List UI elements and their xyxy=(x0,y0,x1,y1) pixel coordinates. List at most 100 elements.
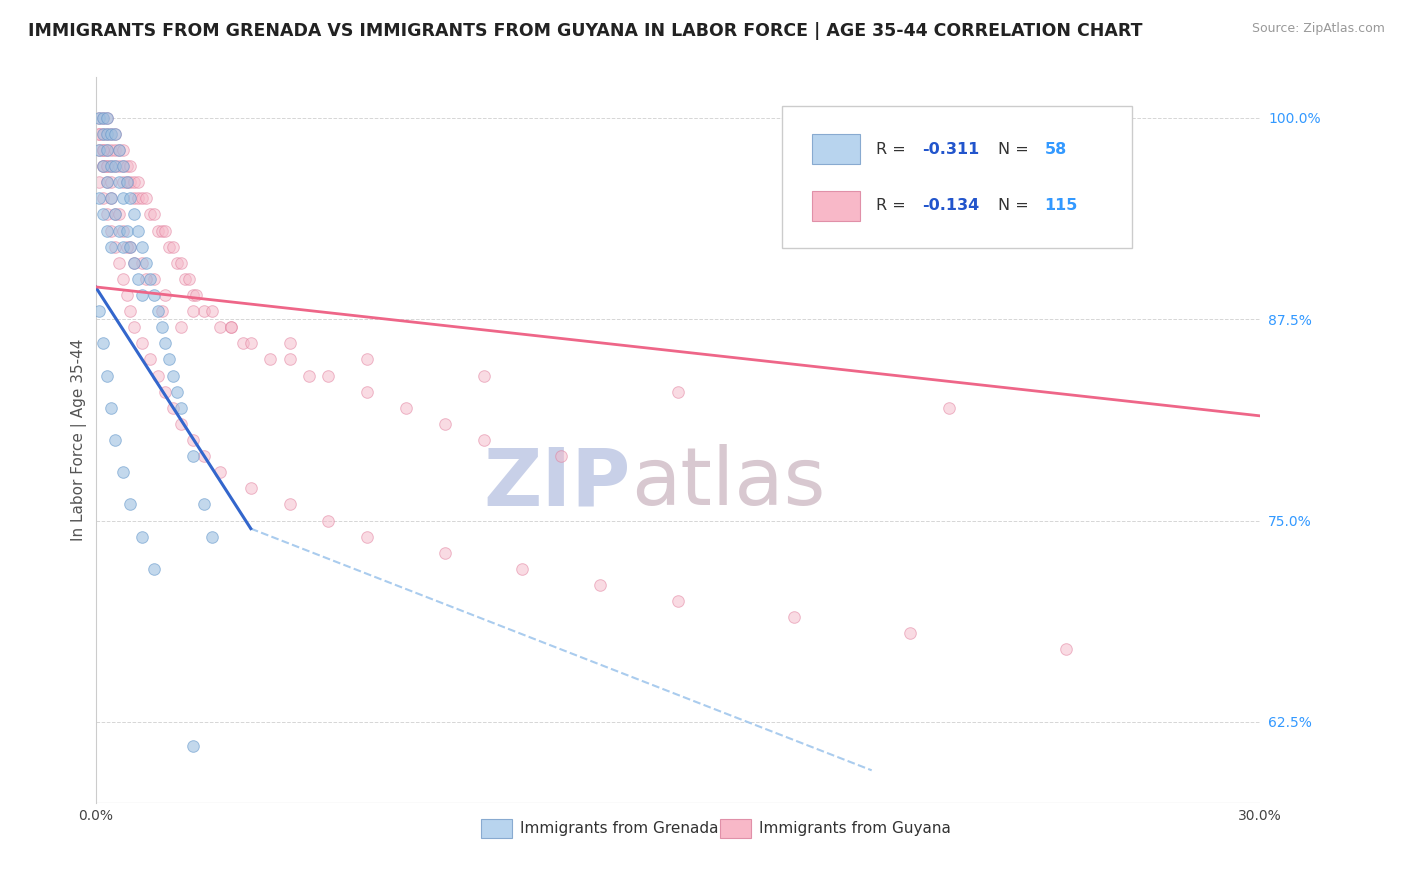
Point xyxy=(162,401,184,415)
Point xyxy=(91,111,114,125)
Point xyxy=(96,159,118,173)
Point xyxy=(395,401,418,415)
Point xyxy=(89,143,111,157)
Point xyxy=(589,578,612,592)
Point xyxy=(115,175,138,189)
Point xyxy=(104,433,127,447)
Point xyxy=(193,498,215,512)
Point xyxy=(104,127,127,141)
Point xyxy=(108,143,131,157)
Point xyxy=(111,175,134,189)
Point xyxy=(100,191,122,205)
Point xyxy=(127,272,149,286)
Point xyxy=(433,417,456,431)
Point xyxy=(155,384,177,399)
Point xyxy=(239,481,262,495)
Bar xyxy=(811,191,860,221)
Point xyxy=(155,336,177,351)
Point xyxy=(181,304,204,318)
Point xyxy=(157,352,180,367)
Point xyxy=(100,239,122,253)
Point xyxy=(108,207,131,221)
Point xyxy=(111,465,134,479)
Point xyxy=(318,368,340,383)
Point xyxy=(139,207,162,221)
Point xyxy=(89,191,111,205)
Point xyxy=(181,449,204,463)
Point xyxy=(124,256,146,270)
Point xyxy=(356,384,378,399)
Text: N =: N = xyxy=(998,198,1033,213)
Point xyxy=(181,433,204,447)
Point xyxy=(100,159,122,173)
Bar xyxy=(811,134,860,164)
Point xyxy=(120,239,142,253)
Point xyxy=(259,352,281,367)
Point xyxy=(96,175,118,189)
Point xyxy=(177,272,200,286)
Point xyxy=(104,159,127,173)
Point xyxy=(91,143,114,157)
Point xyxy=(89,111,111,125)
Point xyxy=(201,304,224,318)
Point xyxy=(104,143,127,157)
Point xyxy=(127,191,149,205)
Point xyxy=(104,127,127,141)
Point xyxy=(108,175,131,189)
Text: atlas: atlas xyxy=(631,444,825,523)
Point xyxy=(100,401,122,415)
Text: ZIP: ZIP xyxy=(484,444,631,523)
Point xyxy=(115,239,138,253)
Point xyxy=(111,159,134,173)
Text: -0.311: -0.311 xyxy=(922,142,980,157)
Point xyxy=(96,143,118,157)
Point xyxy=(96,111,118,125)
Point xyxy=(115,223,138,237)
Point xyxy=(111,143,134,157)
Text: R =: R = xyxy=(876,198,911,213)
Point xyxy=(131,256,153,270)
Point xyxy=(512,562,534,576)
Point xyxy=(472,433,495,447)
Point xyxy=(108,159,131,173)
Point xyxy=(91,111,114,125)
Point xyxy=(155,223,177,237)
Point xyxy=(100,159,122,173)
Point xyxy=(100,127,122,141)
Point xyxy=(135,272,157,286)
Point xyxy=(111,191,134,205)
Text: N =: N = xyxy=(998,142,1033,157)
Point xyxy=(162,368,184,383)
Text: Immigrants from Guyana: Immigrants from Guyana xyxy=(759,821,950,836)
Point xyxy=(146,304,169,318)
Point xyxy=(131,530,153,544)
Point xyxy=(155,288,177,302)
Point xyxy=(239,336,262,351)
Point xyxy=(89,127,111,141)
Point xyxy=(666,384,689,399)
Point xyxy=(150,304,173,318)
Point xyxy=(131,336,153,351)
Point xyxy=(783,610,806,624)
Point xyxy=(96,175,118,189)
Point xyxy=(111,223,134,237)
Point xyxy=(96,143,118,157)
Point xyxy=(104,239,127,253)
Point xyxy=(115,175,138,189)
Point xyxy=(278,336,301,351)
Point xyxy=(146,223,169,237)
Point xyxy=(120,304,142,318)
Point xyxy=(111,239,134,253)
Point xyxy=(127,175,149,189)
Y-axis label: In Labor Force | Age 35-44: In Labor Force | Age 35-44 xyxy=(72,339,87,541)
Point xyxy=(201,530,224,544)
Point xyxy=(115,288,138,302)
Point xyxy=(91,159,114,173)
Point xyxy=(104,207,127,221)
Point xyxy=(232,336,254,351)
Point xyxy=(356,352,378,367)
Point xyxy=(150,223,173,237)
Point xyxy=(100,127,122,141)
Text: 58: 58 xyxy=(1045,142,1067,157)
Point xyxy=(146,368,169,383)
